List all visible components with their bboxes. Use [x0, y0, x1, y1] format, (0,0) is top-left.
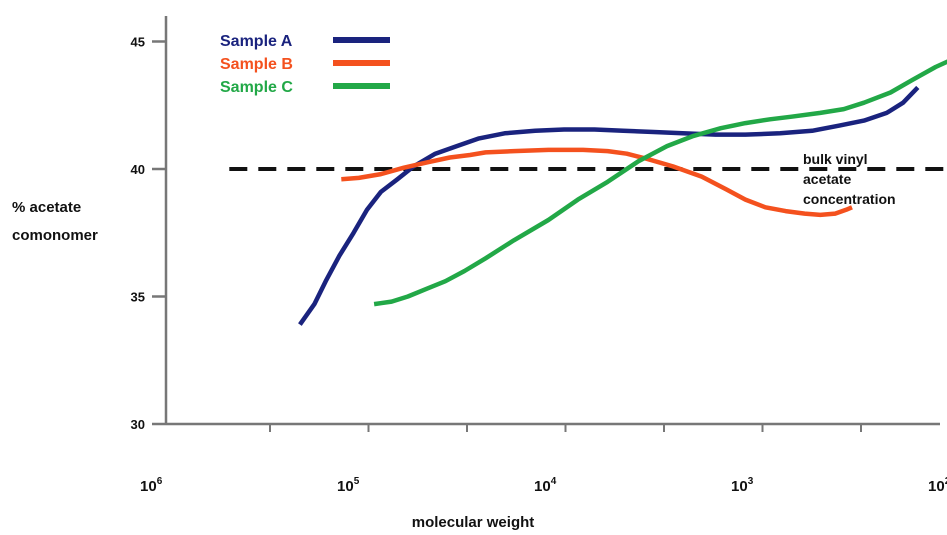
x-tick-label-exp: 5 [354, 476, 360, 487]
y-axis-label-line-2: comonomer [12, 227, 98, 244]
y-ticks: 30 35 40 45 [131, 35, 166, 432]
x-tick-labels: 106105104103102 [140, 476, 947, 495]
x-tick-label-base: 10 [731, 478, 748, 495]
x-tick-label-exp: 2 [945, 476, 947, 487]
x-tick-label-1e5: 105 [337, 476, 360, 495]
x-tick-label-1e3: 103 [731, 476, 754, 495]
x-tick-label-1e4: 104 [534, 476, 557, 495]
legend-label-sample-a: Sample A [220, 33, 293, 50]
series-lines [298, 59, 947, 326]
y-tick-label-35: 35 [131, 290, 145, 305]
legend: Sample A Sample B Sample C [220, 33, 390, 96]
x-tick-label-exp: 3 [748, 476, 754, 487]
x-tick-label-exp: 6 [157, 476, 163, 487]
legend-label-sample-c: Sample C [220, 79, 293, 96]
series-line-sample-c [373, 59, 947, 307]
axes [164, 16, 940, 426]
reference-line-group: bulk vinyl acetate concentration [229, 151, 947, 207]
y-tick-label-45: 45 [131, 35, 145, 50]
reference-line-label-line-2: acetate [803, 171, 851, 187]
x-tick-label-1e2: 102 [928, 476, 947, 495]
reference-line-label-line-3: concentration [803, 191, 896, 207]
y-tick-label-30: 30 [131, 417, 145, 432]
series-line-sample-a [298, 85, 920, 326]
x-tick-label-base: 10 [140, 478, 157, 495]
x-tick-label-1e6: 106 [140, 476, 163, 495]
legend-label-sample-b: Sample B [220, 56, 293, 73]
y-tick-label-40: 40 [131, 162, 145, 177]
x-tick-label-base: 10 [928, 478, 945, 495]
x-tick-label-base: 10 [534, 478, 551, 495]
reference-line-label-line-1: bulk vinyl [803, 151, 868, 167]
x-ticks [269, 424, 862, 432]
y-axis-label-line-1: % acetate [12, 199, 81, 216]
x-axis-label: molecular weight [412, 514, 535, 531]
x-tick-label-exp: 4 [551, 476, 557, 487]
x-tick-label-base: 10 [337, 478, 354, 495]
series-line-sample-b [341, 147, 853, 218]
